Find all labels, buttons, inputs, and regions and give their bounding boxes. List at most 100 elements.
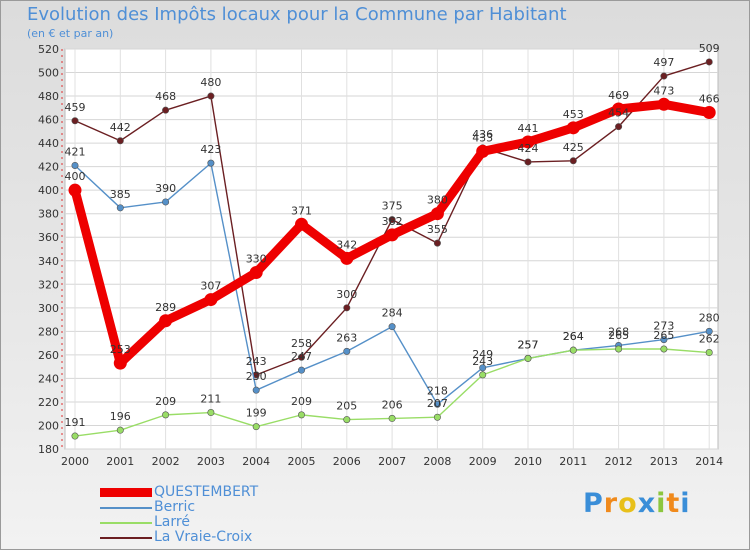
data-label: 264	[563, 330, 584, 343]
y-tick-label: 200	[38, 419, 59, 432]
data-point-larré	[524, 354, 532, 362]
data-label: 441	[518, 122, 539, 135]
x-tick-label: 2010	[514, 455, 542, 468]
data-label: 436	[472, 128, 493, 141]
data-label: 264	[563, 330, 584, 343]
y-tick-label: 520	[38, 43, 59, 56]
data-point-berric	[297, 366, 305, 374]
y-tick-label: 380	[38, 208, 59, 221]
data-label: 385	[110, 188, 131, 201]
y-tick-label: 240	[38, 372, 59, 385]
data-point-questembert	[113, 356, 127, 370]
data-label: 207	[427, 397, 448, 410]
data-point-larré	[479, 371, 487, 379]
data-label: 263	[336, 331, 357, 344]
data-label: 196	[110, 410, 131, 423]
data-label: 468	[155, 90, 176, 103]
data-label: 199	[246, 407, 267, 420]
data-point-questembert	[476, 144, 490, 158]
data-label-layer: 459 442 468 480 243 258 300 375 355 436 424 425 454 4…	[65, 42, 720, 429]
data-point-la-vraie-croix	[71, 117, 79, 125]
data-point-questembert	[68, 183, 82, 197]
y-tick-label: 360	[38, 231, 59, 244]
data-point-questembert	[430, 207, 444, 221]
data-point-questembert	[295, 217, 308, 231]
data-label: 257	[518, 338, 539, 351]
legend-swatch-la-vraie-croix	[100, 537, 152, 539]
y-tick-label: 400	[38, 184, 59, 197]
data-label: 355	[427, 223, 448, 236]
data-point-berric	[479, 364, 487, 372]
chart-title: Evolution des Impôts locaux pour la Comm…	[27, 4, 567, 25]
data-label: 442	[110, 121, 131, 134]
data-label: 424	[518, 142, 539, 155]
x-tick-label: 2014	[695, 455, 723, 468]
data-label: 454	[608, 107, 629, 120]
data-point-larré	[297, 411, 305, 419]
logo-letter: i	[656, 488, 667, 519]
data-label: 380	[427, 194, 448, 207]
data-point-la-vraie-croix	[297, 353, 305, 361]
data-point-berric	[116, 204, 124, 212]
y-tick-label: 460	[38, 114, 59, 127]
data-label: 459	[65, 101, 86, 114]
logo-letter: t	[666, 488, 681, 519]
data-point-larré	[116, 426, 124, 434]
x-tick-label: 2012	[605, 455, 633, 468]
data-label: 209	[155, 395, 176, 408]
data-point-la-vraie-croix	[615, 123, 623, 131]
data-point-larré	[162, 411, 170, 419]
data-point-berric	[71, 161, 79, 169]
logo-letter: x	[637, 488, 657, 519]
y-tick-label: 420	[38, 161, 59, 174]
data-point-questembert	[204, 293, 218, 307]
data-label: 423	[200, 143, 221, 156]
data-label: 209	[291, 395, 312, 408]
x-tick-label: 2011	[559, 455, 587, 468]
logo-letter: P	[583, 488, 604, 519]
data-point-la-vraie-croix	[705, 58, 713, 66]
data-label: 480	[200, 76, 221, 89]
data-label: 371	[291, 204, 312, 217]
x-tick-label: 2013	[650, 455, 678, 468]
data-label: 262	[699, 333, 720, 346]
y-tick-label: 260	[38, 349, 59, 362]
data-point-larré	[252, 423, 260, 431]
data-label: 243	[246, 355, 267, 368]
legend-item-questembert: QUESTEMBERT	[100, 484, 320, 500]
legend-label-la-vraie-croix: La Vraie-Croix	[154, 529, 253, 545]
data-label: 258	[291, 337, 312, 350]
data-label: 268	[608, 325, 629, 338]
y-tick-label: 320	[38, 278, 59, 291]
data-label: 469	[608, 89, 629, 102]
data-label: 289	[155, 301, 176, 314]
data-label: 211	[200, 393, 221, 406]
data-point-berric	[433, 400, 441, 408]
data-point-larré	[343, 416, 351, 424]
y-tick-label: 340	[38, 255, 59, 268]
data-point-la-vraie-croix	[524, 158, 532, 166]
y-tick-label: 280	[38, 325, 59, 338]
legend-label-berric: Berric	[154, 499, 196, 515]
data-label: 425	[563, 141, 584, 154]
data-point-berric	[388, 323, 396, 331]
logo-letter: o	[618, 488, 638, 519]
data-point-larré	[705, 349, 713, 357]
data-label: 273	[653, 320, 674, 333]
data-label: 433	[472, 131, 493, 144]
x-tick-label: 2005	[288, 455, 316, 468]
data-label: 453	[563, 108, 584, 121]
data-point-berric	[252, 386, 260, 394]
proxiti-logo: Proxiti	[583, 488, 691, 519]
data-point-questembert	[702, 106, 716, 120]
chart-subtitle: (en € et par an)	[27, 27, 114, 40]
data-label: 257	[518, 338, 539, 351]
x-tick-label: 2008	[423, 455, 451, 468]
y-tick-label: 480	[38, 90, 59, 103]
x-tick-label: 2007	[378, 455, 406, 468]
x-tick-label: 2000	[61, 455, 89, 468]
data-point-larré	[207, 409, 215, 417]
data-point-questembert	[249, 266, 263, 280]
data-point-larré	[569, 346, 577, 354]
legend-label-larre: Larré	[154, 514, 190, 530]
